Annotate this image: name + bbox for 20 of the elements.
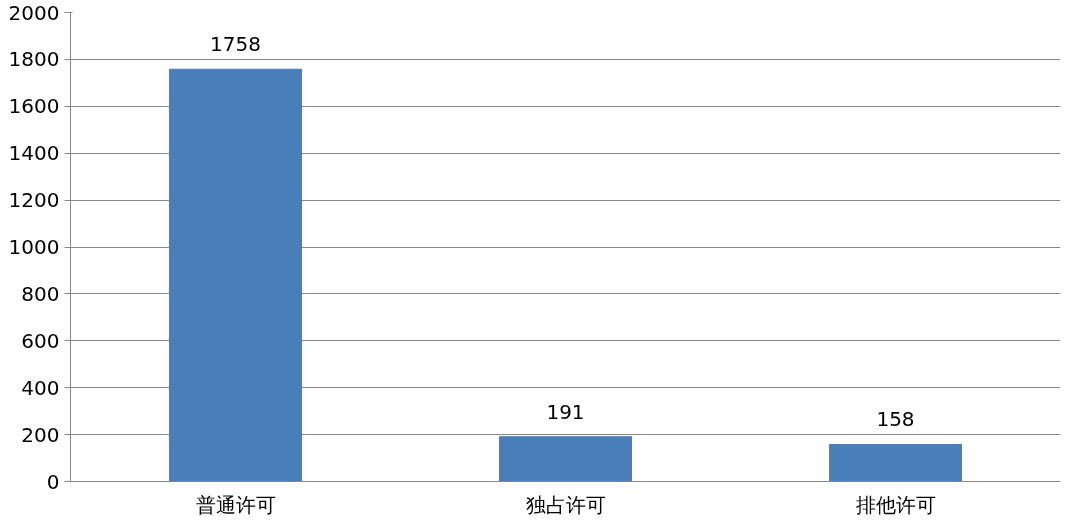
y-tick-label: 200	[21, 422, 60, 447]
y-tick-label: 1600	[8, 94, 60, 119]
y-tick-label: 1000	[8, 235, 60, 259]
bar	[169, 68, 302, 482]
y-tick-label: 600	[21, 328, 60, 353]
y-tick-label: 800	[21, 281, 60, 306]
data-label: 158	[876, 407, 915, 432]
x-tick-label: 普通许可	[195, 492, 276, 517]
data-label: 1758	[210, 32, 261, 57]
y-tick-label: 1400	[8, 141, 60, 166]
bar	[499, 436, 632, 482]
y-tick-label: 400	[21, 375, 60, 400]
x-tick-label: 排他许可	[855, 492, 936, 517]
y-tick-label: 2000	[8, 0, 60, 25]
data-label: 191	[546, 399, 585, 424]
x-tick-label: 独占许可	[525, 492, 606, 517]
y-tick-label: 0	[46, 469, 60, 494]
bar	[829, 443, 962, 482]
y-tick-label: 1800	[8, 47, 60, 72]
y-tick-label: 1200	[8, 188, 60, 213]
